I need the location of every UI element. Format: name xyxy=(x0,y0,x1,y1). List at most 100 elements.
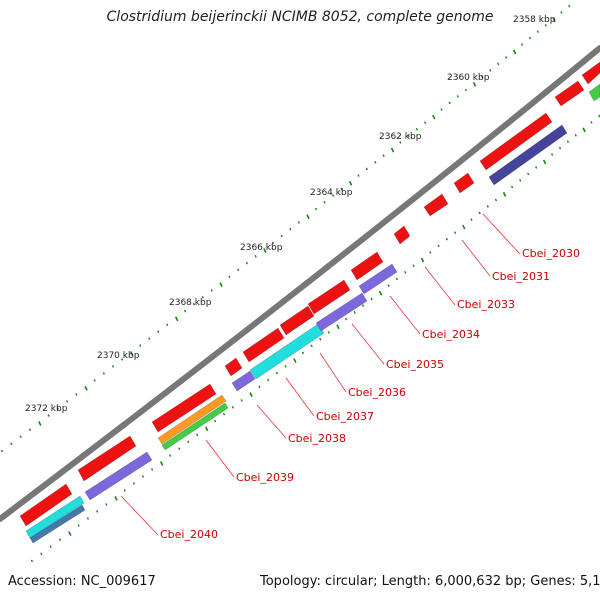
scale-tick xyxy=(336,324,340,330)
scale-tick xyxy=(58,538,62,541)
cds-arrow[interactable] xyxy=(479,112,553,171)
cds-arrow[interactable] xyxy=(224,357,243,377)
gene-label[interactable]: Cbei_2033 xyxy=(457,298,515,311)
leader-line xyxy=(389,295,421,335)
scale-tick xyxy=(10,442,13,446)
scale-tick xyxy=(323,201,326,204)
gene-bar[interactable] xyxy=(161,402,229,451)
cds-arrow[interactable] xyxy=(423,193,449,217)
gene-bar[interactable] xyxy=(358,263,398,295)
scale-tick xyxy=(105,503,108,506)
gene-bar[interactable] xyxy=(249,323,325,380)
leader-line xyxy=(205,439,235,478)
scale-tick xyxy=(174,316,179,322)
gene-label[interactable]: Cbei_2030 xyxy=(522,247,580,260)
scale-tick xyxy=(407,134,410,138)
scale-tick xyxy=(271,241,275,245)
gene-label[interactable]: Cbei_2037 xyxy=(316,410,374,423)
scale-tick xyxy=(284,365,287,368)
scale-tick xyxy=(542,159,547,165)
scale-tick xyxy=(395,277,399,281)
scale-tick xyxy=(453,231,457,234)
scale-tick xyxy=(267,378,270,382)
leader-line xyxy=(319,352,347,393)
gene-label[interactable]: Cbei_2038 xyxy=(288,432,346,445)
scale-tick xyxy=(348,180,353,186)
scale-tick xyxy=(301,351,305,355)
scale-tick xyxy=(40,552,43,556)
label-leaders xyxy=(120,213,521,536)
scale-tick xyxy=(66,400,69,403)
gene-bar[interactable] xyxy=(84,451,153,501)
scale-label: 2368 kbp xyxy=(169,298,212,308)
leader-line xyxy=(120,495,159,536)
cds-arrow[interactable] xyxy=(19,483,73,527)
scale-label: 2370 kbp xyxy=(97,351,140,361)
scale-tick xyxy=(505,56,508,59)
scale-tick xyxy=(280,234,283,238)
gene-bar[interactable] xyxy=(25,495,85,539)
cds-arrow[interactable] xyxy=(242,327,285,363)
accession-text: Accession: NC_009617 xyxy=(8,574,156,589)
scale-tick xyxy=(528,36,532,40)
scale-tick xyxy=(213,419,217,423)
scale-tick xyxy=(582,127,586,133)
scale-tick xyxy=(472,82,477,87)
scale-tick xyxy=(399,141,402,144)
cds-arrow[interactable] xyxy=(350,251,384,281)
scale-tick xyxy=(120,358,124,361)
gene-label[interactable]: Cbei_2035 xyxy=(386,358,444,371)
scale-tick xyxy=(249,392,253,397)
scale-tick xyxy=(19,435,22,439)
cds-arrow[interactable] xyxy=(453,172,475,194)
scale-tick xyxy=(222,412,226,416)
leader-line xyxy=(256,404,287,439)
scale-tick xyxy=(544,23,547,27)
cds-arrow[interactable] xyxy=(581,61,600,85)
cds-arrow[interactable] xyxy=(307,279,351,315)
gene-bar[interactable] xyxy=(488,124,568,186)
gene-label[interactable]: Cbei_2031 xyxy=(492,270,550,283)
scale-tick xyxy=(93,379,96,382)
scale-tick xyxy=(231,405,235,409)
scale-tick xyxy=(489,69,492,72)
gene-label[interactable]: Cbei_2034 xyxy=(422,328,480,341)
gene-label[interactable]: Cbei_2039 xyxy=(236,471,294,484)
scale-tick xyxy=(306,214,310,220)
scale-tick xyxy=(486,205,489,208)
scale-tick xyxy=(314,207,318,211)
cds-arrow[interactable] xyxy=(393,225,411,245)
gene-bar[interactable] xyxy=(588,83,600,102)
scale-label: 2358 kbp xyxy=(513,15,556,25)
scale-tick xyxy=(75,393,78,396)
scale-tick xyxy=(47,414,50,417)
scale-tick xyxy=(478,211,481,215)
scale-tick xyxy=(245,261,249,265)
cds-arrow[interactable] xyxy=(279,305,315,336)
scale-tick xyxy=(237,268,240,272)
gene-bar[interactable] xyxy=(29,504,86,544)
scale-tick xyxy=(56,407,60,410)
scale-label: 2372 kbp xyxy=(25,404,68,414)
gene-label[interactable]: Cbei_2040 xyxy=(160,528,218,541)
scale-tick xyxy=(353,311,356,314)
gene-bar[interactable] xyxy=(231,370,256,392)
scale-tick xyxy=(519,179,522,182)
gene-label[interactable]: Cbei_2036 xyxy=(348,386,406,399)
cds-arrow[interactable] xyxy=(77,435,137,482)
scale-tick xyxy=(590,121,593,124)
cds-arrow[interactable] xyxy=(151,383,217,433)
scale-tick xyxy=(470,218,473,221)
gene-bar[interactable] xyxy=(157,394,227,445)
scale-tick xyxy=(68,531,72,536)
cds-arrow[interactable] xyxy=(554,80,585,107)
scale-tick xyxy=(297,221,301,224)
scale-label: 2364 kbp xyxy=(310,188,353,198)
scale-tick xyxy=(423,121,427,124)
scale-label: 2366 kbp xyxy=(240,243,283,253)
leader-line xyxy=(461,239,491,277)
scale-tick xyxy=(390,147,395,153)
gene-bar[interactable] xyxy=(315,292,368,332)
scale-tick xyxy=(357,174,360,177)
scale-tick xyxy=(169,454,172,457)
